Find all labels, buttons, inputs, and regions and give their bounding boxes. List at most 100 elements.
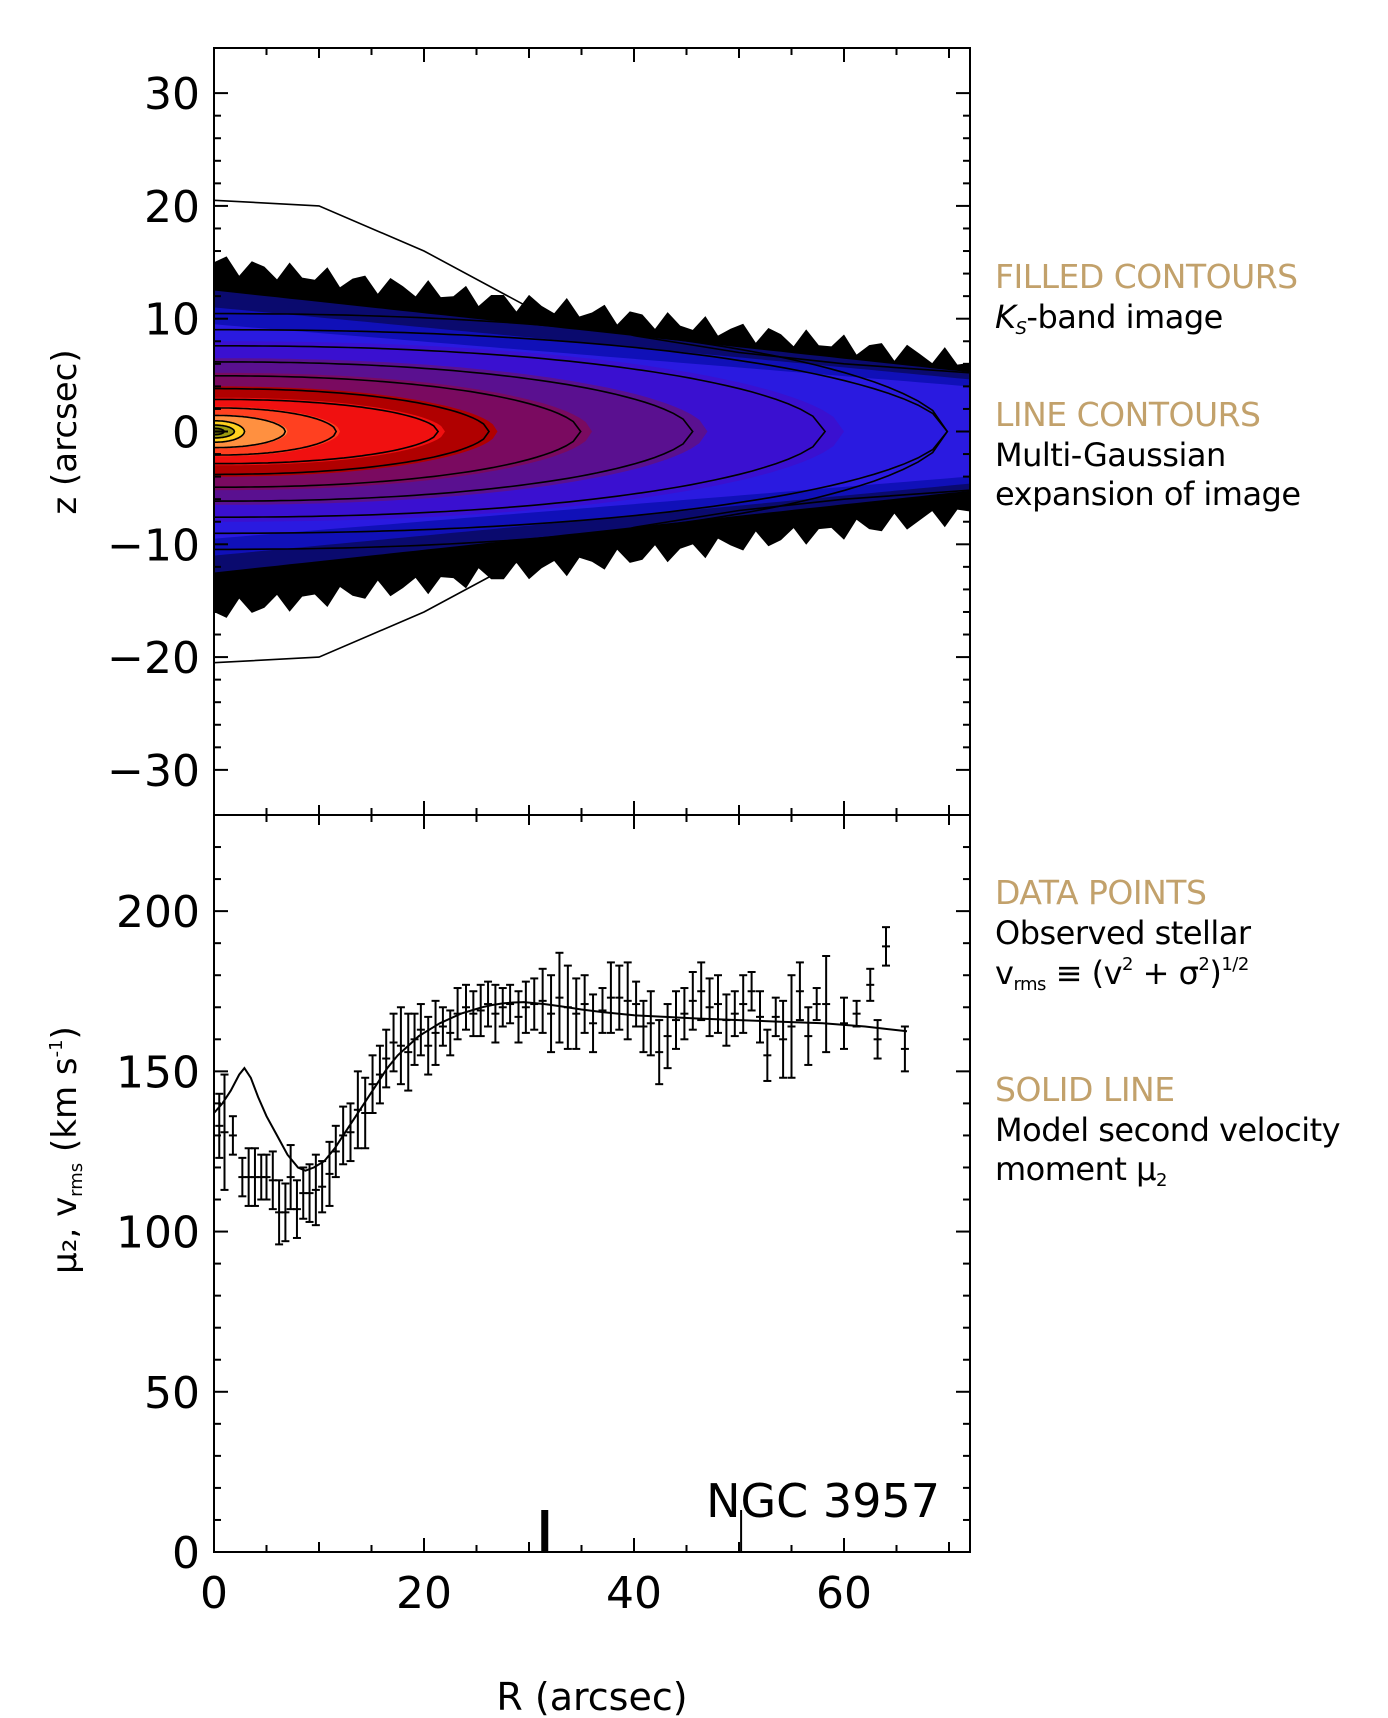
data-point [580, 974, 589, 1034]
data-point [453, 987, 462, 1041]
data-point [305, 1163, 314, 1223]
data-point [572, 977, 581, 1050]
data-point [900, 1025, 909, 1073]
data-point [281, 1182, 290, 1243]
data-point [361, 1076, 370, 1150]
top-y-tick-label: 30 [144, 69, 200, 120]
data-point [404, 1012, 413, 1092]
data-point [353, 1070, 362, 1150]
data-point [424, 1015, 433, 1076]
legend-line-head: LINE CONTOURS [995, 395, 1261, 434]
legend-solid-line: SOLID LINE Model second velocity moment … [995, 1070, 1385, 1191]
filled-contour-image [214, 256, 970, 618]
data-point [598, 987, 607, 1034]
data-point [589, 993, 598, 1054]
data-point [498, 987, 507, 1028]
legend-filled-body: KS-band image [995, 297, 1223, 339]
legend-points-body1: Observed stellar [995, 913, 1251, 952]
top-y-tick-label: 20 [144, 182, 200, 233]
data-point [555, 951, 564, 1044]
data-point [521, 980, 530, 1034]
data-point [882, 926, 890, 967]
x-tick-label: 0 [200, 1568, 228, 1619]
data-point [840, 996, 848, 1050]
bottom-y-axis-label: μ₂, vrms (km s-1) [45, 1026, 87, 1274]
top-y-tick-label: −30 [107, 746, 200, 797]
bottom-y-label-mu: μ₂, v [45, 1197, 85, 1274]
data-point [646, 990, 655, 1057]
legend-points-body2: vrms ≡ (v2 + σ2)1/2 [995, 954, 1249, 996]
line-contour-3 [214, 328, 949, 535]
data-point [866, 967, 875, 1002]
line-contour-9 [214, 407, 338, 456]
data-point [672, 990, 680, 1050]
data-point [368, 1054, 377, 1115]
line-contour-5 [214, 361, 694, 502]
legend-solid-head: SOLID LINE [995, 1070, 1175, 1109]
data-point [438, 1006, 447, 1047]
data-point [795, 961, 804, 1022]
line-contour-8 [214, 398, 440, 465]
data-point [756, 990, 764, 1044]
outer-line-contour-lower [214, 489, 970, 664]
bottom-y-tick-label: 150 [116, 1047, 200, 1098]
data-point [416, 1003, 425, 1057]
data-point [506, 983, 515, 1025]
data-point [318, 1160, 327, 1214]
data-point [615, 964, 624, 1031]
data-point [632, 980, 641, 1028]
data-point [491, 983, 500, 1044]
data-point [714, 974, 722, 1034]
x-tick-label: 40 [606, 1568, 662, 1619]
x-tick-label: 20 [396, 1568, 452, 1619]
line-contour-4 [214, 345, 827, 518]
data-point [739, 974, 748, 1034]
data-point [346, 1102, 355, 1163]
top-y-tick-label: 10 [144, 295, 200, 346]
line-contour-10 [214, 414, 287, 449]
top-y-axis-label: z (arcsec) [45, 349, 85, 514]
line-contour-6 [214, 375, 582, 488]
data-point [462, 983, 470, 1031]
data-point [873, 1019, 882, 1060]
data-point [680, 987, 689, 1041]
data-point [688, 971, 697, 1031]
data-point [705, 977, 714, 1038]
data-point [292, 1179, 301, 1239]
x-axis-label: R (arcsec) [496, 1675, 687, 1718]
data-point [262, 1153, 271, 1201]
bottom-y-tick-label: 0 [172, 1528, 200, 1579]
x-tick-label: 60 [816, 1568, 872, 1619]
data-point [469, 990, 478, 1038]
legend-line-body2: expansion of image [995, 475, 1301, 514]
bottom-y-tick-label: 100 [116, 1208, 200, 1259]
data-point [476, 983, 485, 1038]
data-point [779, 999, 788, 1079]
bottom-y-label-sub: rms [66, 1163, 87, 1197]
data-point [220, 1073, 229, 1191]
data-point [771, 996, 780, 1038]
legend-solid-body1: Model second velocity [995, 1110, 1341, 1149]
data-point [431, 999, 440, 1066]
galaxy-annotation: NGC 3957 [706, 1474, 940, 1528]
data-point [639, 999, 648, 1054]
bottom-y-label-unit: (km s [45, 1057, 85, 1162]
line-contour-7 [214, 387, 490, 476]
marker-ticks [541, 1510, 743, 1552]
bottom-y-label-sup: -1 [46, 1039, 67, 1057]
outer-line-contour-upper [214, 199, 970, 374]
top-y-tick-label: 0 [172, 408, 200, 459]
legend-filled-head: FILLED CONTOURS [995, 257, 1298, 296]
data-point [852, 999, 861, 1028]
legend-data-points: DATA POINTS Observed stellar vrms ≡ (v2 … [995, 873, 1385, 996]
bottom-y-tick-label: 200 [116, 887, 200, 938]
legend-points-head: DATA POINTS [995, 873, 1207, 912]
top-y-tick-label: −20 [107, 633, 200, 684]
plot-frame [213, 47, 971, 1553]
bottom-y-label-end: ) [45, 1026, 85, 1039]
legend-line-contours: LINE CONTOURS Multi-Gaussian expansion o… [995, 395, 1385, 514]
line-contour-11 [214, 420, 246, 443]
line-contours [214, 199, 970, 664]
data-point [238, 1156, 247, 1198]
